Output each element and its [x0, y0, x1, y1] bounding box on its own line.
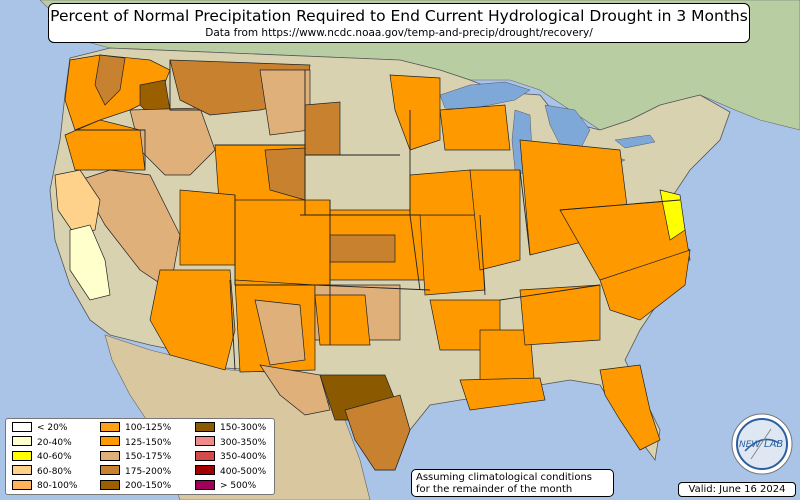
legend: < 20% 20-40% 40-60% 60-80% 80-100% 100-125% 12… [5, 418, 275, 495]
map-subtitle: Data from https://www.ncdc.noaa.gov/temp… [205, 27, 593, 39]
region-cascades [94, 54, 126, 106]
legend-item: 150-300% [195, 421, 267, 434]
map-title: Percent of Normal Precipitation Required… [50, 7, 748, 25]
legend-item: 40-60% [12, 450, 72, 463]
region-california-north [54, 169, 101, 236]
legend-item: 300-350% [195, 436, 267, 449]
legend-swatch [195, 436, 215, 446]
legend-item: 80-100% [12, 479, 78, 492]
region-california-central [69, 224, 111, 301]
legend-swatch [100, 465, 120, 475]
legend-item: 350-400% [195, 450, 267, 463]
logo-text-right: LAB [764, 439, 783, 450]
assumption-line-2: for the remainder of the month [416, 484, 573, 495]
legend-label: 40-60% [37, 452, 72, 462]
valid-date: Valid: June 16 2024 [678, 482, 796, 497]
legend-item: 200-150% [100, 479, 172, 492]
legend-swatch [12, 479, 32, 490]
assumption-note: Assuming climatological conditions for t… [411, 469, 614, 497]
region-missouri [419, 214, 486, 296]
legend-swatch [12, 465, 32, 475]
legend-label: 150-175% [125, 452, 172, 462]
region-minnesota [389, 74, 441, 151]
region-texas-south [344, 394, 411, 471]
region-wisconsin [439, 104, 511, 151]
legend-swatch [195, 450, 215, 461]
legend-swatch [12, 436, 32, 446]
legend-item: > 500% [195, 479, 257, 492]
legend-swatch [195, 479, 215, 490]
region-colorado [234, 199, 331, 286]
lake-superior [439, 81, 531, 111]
region-dakota-west [304, 101, 341, 156]
legend-item: 20-40% [12, 436, 72, 449]
legend-swatch [100, 479, 120, 490]
legend-label: > 500% [220, 481, 257, 491]
legend-label: 20-40% [37, 437, 72, 448]
legend-label: 80-100% [37, 481, 78, 491]
region-texas-west [259, 364, 331, 416]
title-box: Percent of Normal Precipitation Required… [48, 3, 750, 43]
legend-label: 200-150% [125, 481, 172, 491]
legend-swatch [100, 436, 120, 446]
legend-item: 100-125% [100, 421, 172, 434]
drought-regions [54, 54, 691, 471]
legend-label: 150-300% [220, 423, 267, 433]
legend-item: 400-500% [195, 465, 267, 478]
region-kansas-center [329, 234, 396, 263]
region-oregon [64, 119, 146, 171]
legend-label: 300-350% [220, 437, 267, 448]
region-arizona [149, 269, 236, 371]
legend-item: 60-80% [12, 465, 72, 478]
region-iowa [409, 169, 476, 216]
assumption-line-1: Assuming climatological conditions [416, 472, 592, 483]
logo-text-left: NEW [739, 440, 761, 450]
region-new-mexico-sw [254, 299, 306, 366]
legend-swatch [12, 450, 32, 461]
region-illinois [469, 169, 521, 271]
region-alabama [519, 284, 601, 346]
legend-label: < 20% [37, 423, 68, 433]
legend-label: 350-400% [220, 452, 267, 462]
legend-item: 175-200% [100, 465, 172, 478]
region-gulf-coast [459, 377, 546, 411]
region-texas-panhandle [314, 294, 371, 346]
legend-label: 60-80% [37, 466, 72, 477]
legend-item: 125-150% [100, 436, 172, 449]
region-utah [179, 189, 236, 266]
region-virginia-coast [659, 189, 686, 241]
region-florida [599, 364, 661, 451]
legend-item: < 20% [12, 421, 68, 434]
legend-item: 150-175% [100, 450, 172, 463]
legend-swatch [12, 421, 32, 432]
lake-ontario [614, 134, 656, 149]
legend-label: 100-125% [125, 423, 172, 433]
legend-label: 125-150% [125, 437, 172, 448]
newlab-logo: NEW LAB [731, 413, 793, 475]
legend-swatch [100, 450, 120, 461]
legend-swatch [195, 465, 215, 475]
region-carolinas [599, 249, 691, 321]
legend-label: 175-200% [125, 466, 172, 477]
legend-label: 400-500% [220, 466, 267, 477]
region-nevada [79, 169, 181, 291]
legend-swatch [195, 421, 215, 432]
state-borders [75, 60, 681, 371]
legend-swatch [100, 421, 120, 432]
